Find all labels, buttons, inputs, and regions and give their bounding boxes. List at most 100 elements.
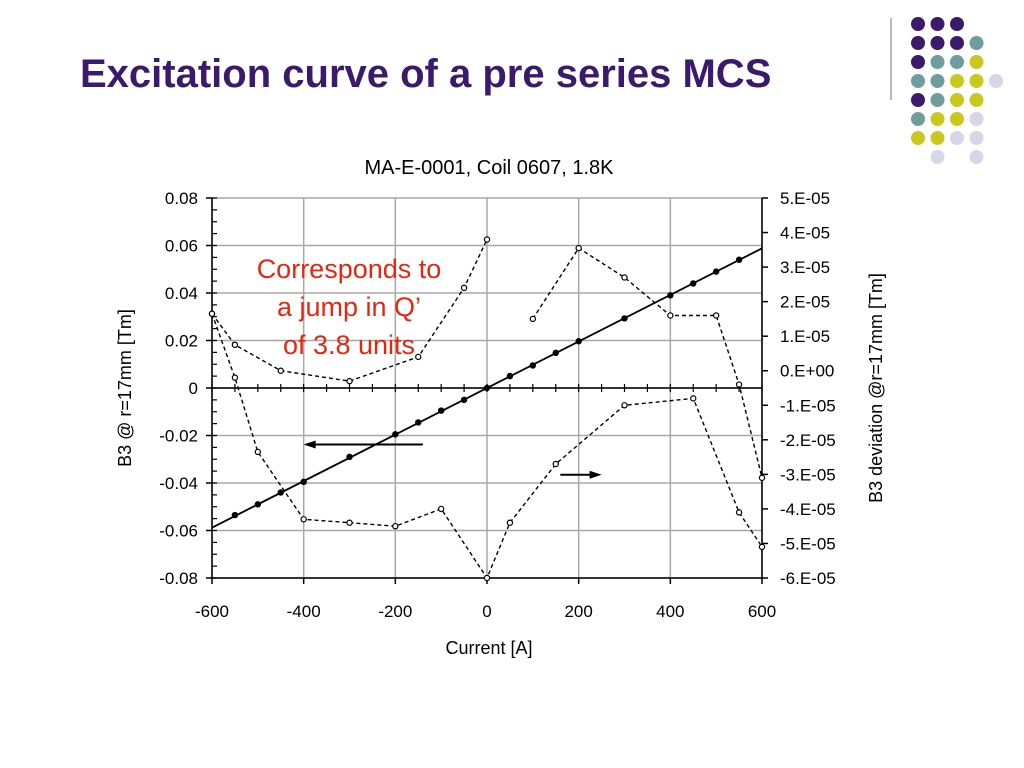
data-point-deviation (735, 381, 743, 388)
y-axis-ticks: 0.08 0.06 0.04 0.02 0 -0.02 -0.04 -0.06 -0.08 (159, 189, 217, 588)
decorative-dot (930, 150, 945, 164)
decorative-dot (911, 55, 925, 69)
slide-title: Excitation curve of a pre series MCS (80, 52, 772, 96)
chart-marks (208, 236, 766, 582)
deviation-series-line (211, 313, 763, 580)
decorative-dot (930, 93, 945, 107)
x-tick-label: -200 (378, 602, 412, 621)
y-tick-label: 0 (189, 379, 198, 398)
decorative-dot-grid (911, 17, 1003, 164)
decorative-dot (930, 74, 945, 88)
chart-title: MA-E-0001, Coil 0607, 1.8K (364, 157, 614, 179)
x-tick-label: 400 (656, 602, 684, 621)
data-point-deviation (667, 312, 674, 319)
decorative-dot (930, 112, 945, 126)
decorative-dot (989, 74, 1003, 88)
data-point-deviation (758, 474, 766, 482)
data-point-b3 (346, 453, 353, 461)
data-point-b3 (690, 280, 697, 287)
decorative-dot (969, 74, 984, 88)
decorative-dot (950, 17, 964, 31)
y-tick-label: 0.02 (165, 332, 198, 351)
y-tick-label: 0.06 (165, 237, 198, 256)
decorative-dot (969, 55, 984, 69)
y-tick-label: -0.02 (159, 427, 198, 446)
decorative-dot (950, 112, 964, 126)
decorative-dot (950, 74, 964, 88)
decorative-dot (911, 17, 925, 31)
data-point-deviation (231, 341, 239, 349)
deviation-series-line (532, 247, 763, 478)
y2-tick-label: 4.E-05 (780, 224, 830, 243)
x-tick-label: -600 (195, 602, 229, 621)
chart-callout: Corresponds to a jump in Q’ of 3.8 units (222, 250, 476, 364)
decorative-dot (930, 131, 945, 145)
decorative-dot (969, 36, 984, 50)
decorative-dot (911, 131, 925, 145)
data-point-deviation (758, 543, 766, 551)
data-point-deviation (346, 519, 353, 526)
direction-arrow-head (589, 470, 602, 479)
data-point-deviation (231, 374, 239, 381)
x-axis-ticks: -600 -400 -200 0 200 400 600 (195, 384, 776, 621)
data-point-b3 (735, 256, 743, 263)
decorative-dot (950, 131, 964, 145)
callout-line: Corresponds to (256, 254, 442, 284)
y-axis-label: B3 @ r=17mm [Tm] (115, 309, 135, 467)
x-tick-label: 200 (564, 602, 592, 621)
y-tick-label: -0.08 (159, 569, 198, 588)
decorative-dot (969, 131, 984, 145)
callout-line: of 3.8 units (282, 330, 416, 360)
data-point-deviation (621, 402, 628, 409)
data-point-deviation (575, 244, 582, 252)
data-point-deviation (346, 377, 353, 385)
data-point-deviation (460, 284, 468, 292)
data-point-deviation (735, 509, 743, 516)
decorative-dot (969, 93, 984, 107)
data-point-deviation (483, 574, 491, 582)
y2-tick-label: 0.E+00 (780, 362, 834, 381)
data-point-b3 (437, 407, 445, 414)
data-point-deviation (712, 312, 720, 319)
data-point-b3 (460, 396, 468, 404)
data-point-deviation (621, 274, 628, 281)
decorative-dot (969, 112, 984, 126)
y2-tick-label: 3.E-05 (780, 258, 830, 277)
x-axis-label: Current [A] (445, 638, 532, 658)
y2-tick-label: -2.E-05 (780, 431, 836, 450)
y2-tick-label: -6.E-05 (780, 569, 836, 588)
y-tick-label: -0.06 (159, 522, 198, 541)
y2-tick-label: -1.E-05 (780, 396, 836, 415)
decorative-dot (930, 55, 945, 69)
x-tick-label: 0 (482, 602, 491, 621)
y2-tick-label: -4.E-05 (780, 500, 836, 519)
data-point-deviation (415, 353, 422, 361)
data-point-b3 (529, 362, 537, 369)
data-point-deviation (690, 395, 697, 402)
data-point-b3 (277, 489, 284, 496)
decorative-dot (911, 36, 925, 50)
y2-tick-label: 5.E-05 (780, 189, 830, 208)
data-point-b3 (483, 384, 491, 392)
data-point-deviation (254, 448, 262, 456)
decorative-dot (911, 74, 925, 88)
data-point-deviation (208, 310, 216, 317)
data-point-deviation (437, 505, 445, 513)
decorative-dot (950, 55, 964, 69)
data-point-b3 (506, 372, 514, 380)
title-divider (890, 18, 892, 100)
data-point-deviation (529, 315, 537, 323)
data-point-deviation (506, 519, 514, 526)
data-point-deviation (552, 460, 559, 468)
data-point-b3 (667, 292, 674, 299)
decorative-dot (911, 93, 925, 107)
y2-tick-label: -3.E-05 (780, 465, 836, 484)
x-tick-label: 600 (748, 602, 776, 621)
y2-axis-ticks: 5.E-05 4.E-05 3.E-05 2.E-05 1.E-05 0.E+00 -1.E… (762, 189, 836, 588)
y2-axis-label: B3 deviation @r=17mm [Tm] (866, 273, 886, 503)
decorative-dot (950, 36, 964, 50)
data-point-deviation (392, 522, 399, 530)
callout-line: a jump in Q’ (276, 292, 422, 322)
data-point-b3 (552, 349, 559, 357)
